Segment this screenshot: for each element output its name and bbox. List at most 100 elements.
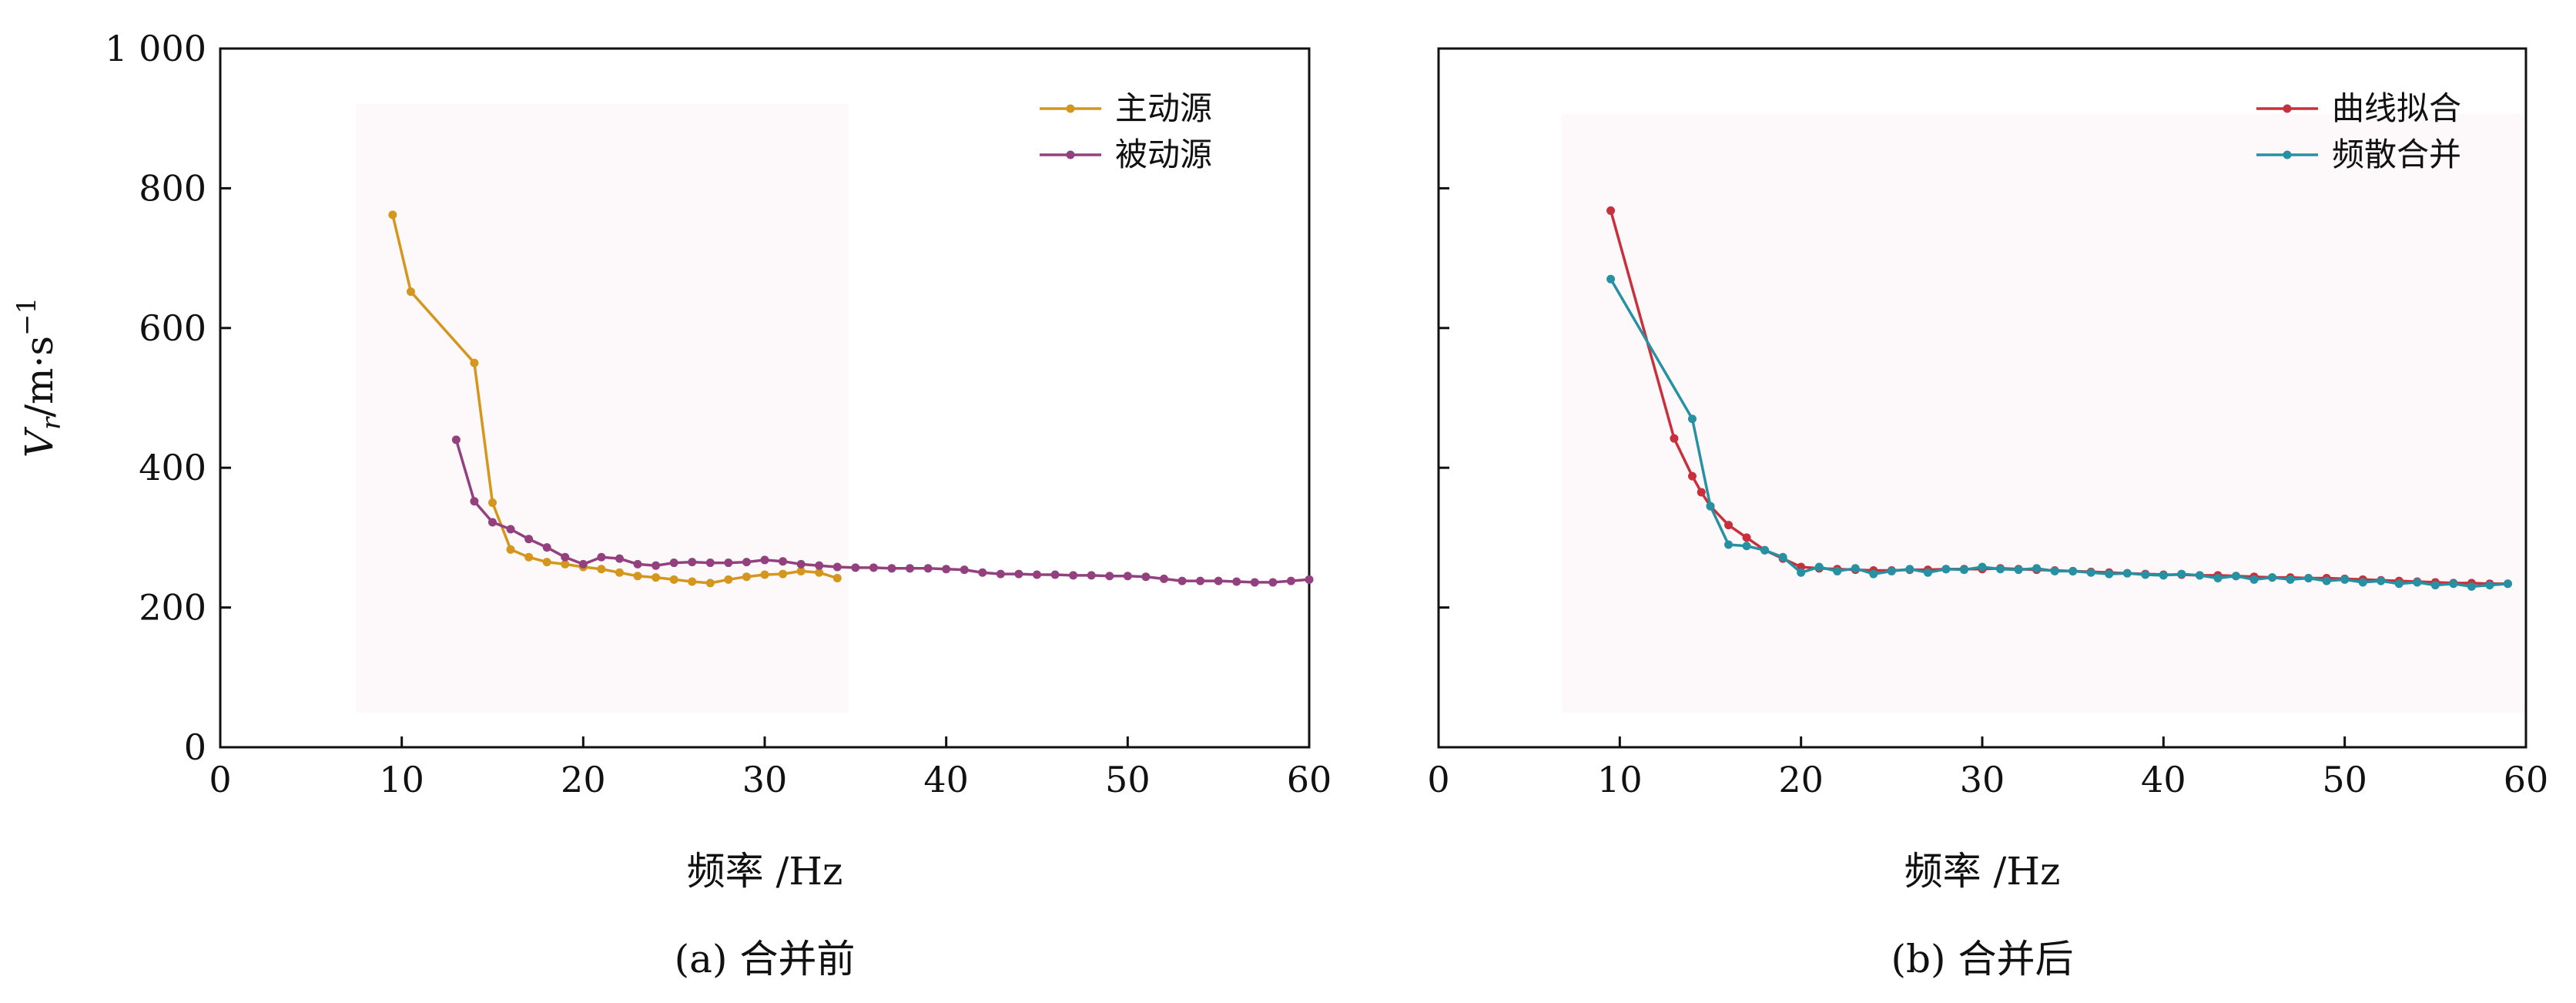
data-point bbox=[1923, 568, 1932, 577]
data-point bbox=[542, 543, 551, 552]
data-point bbox=[688, 577, 697, 586]
x-tick-label: 50 bbox=[2322, 759, 2367, 800]
data-point bbox=[578, 559, 588, 569]
data-point bbox=[1959, 565, 1968, 575]
data-point bbox=[724, 559, 733, 568]
data-point bbox=[1760, 545, 1770, 555]
x-tick-label: 10 bbox=[1597, 759, 1643, 800]
y-axis-title: Vr/m·s−1 bbox=[12, 297, 67, 458]
x-axis-title: 频率 /Hz bbox=[1904, 849, 2061, 894]
data-point bbox=[561, 559, 570, 569]
data-point bbox=[1724, 540, 1734, 549]
panel-caption: (a) 合并前 bbox=[675, 937, 856, 981]
data-point bbox=[1724, 521, 1734, 530]
panel-a-shading bbox=[356, 104, 849, 713]
data-point bbox=[524, 535, 534, 544]
data-point bbox=[2467, 582, 2476, 591]
data-point bbox=[1069, 571, 1078, 580]
data-point bbox=[1687, 471, 1697, 481]
data-point bbox=[832, 562, 842, 572]
data-point bbox=[669, 575, 678, 584]
x-tick-label: 60 bbox=[1287, 759, 1332, 800]
data-point bbox=[2304, 574, 2313, 583]
data-point bbox=[488, 498, 497, 508]
data-point bbox=[1123, 572, 1132, 581]
data-point bbox=[832, 574, 842, 583]
data-point bbox=[2213, 574, 2223, 583]
data-point bbox=[597, 552, 606, 562]
data-point bbox=[470, 497, 479, 506]
legend-label: 频散合并 bbox=[2332, 136, 2461, 173]
data-point bbox=[1978, 562, 1987, 572]
data-point bbox=[1033, 570, 1041, 579]
data-point bbox=[488, 518, 497, 527]
data-point bbox=[2449, 579, 2458, 589]
legend-label: 被动源 bbox=[1115, 136, 1212, 173]
legend-label: 曲线拟合 bbox=[2332, 89, 2461, 127]
x-axis-title: 频率 /Hz bbox=[687, 849, 843, 894]
data-point bbox=[1214, 576, 1223, 585]
x-tick-label: 10 bbox=[379, 759, 424, 800]
data-point bbox=[1050, 570, 1060, 579]
data-point bbox=[615, 568, 624, 577]
data-point bbox=[1851, 564, 1860, 573]
data-point bbox=[869, 563, 878, 572]
data-point bbox=[2377, 576, 2386, 585]
data-point bbox=[1941, 565, 1951, 574]
data-point bbox=[1014, 569, 1023, 579]
data-point bbox=[796, 559, 806, 569]
data-point bbox=[742, 558, 751, 567]
y-tick-label: 0 bbox=[184, 726, 206, 768]
data-point bbox=[705, 559, 715, 568]
data-point bbox=[2286, 575, 2295, 584]
data-point bbox=[1305, 575, 1314, 584]
data-point bbox=[2249, 575, 2259, 584]
data-point bbox=[1196, 576, 1205, 585]
data-point bbox=[542, 558, 551, 567]
data-point bbox=[2014, 565, 2023, 575]
data-point bbox=[1159, 574, 1168, 583]
data-point bbox=[2231, 572, 2240, 581]
data-point bbox=[1087, 571, 1096, 580]
x-tick-label: 20 bbox=[1778, 759, 1824, 800]
data-point bbox=[1268, 578, 1278, 587]
data-point bbox=[633, 572, 642, 581]
data-point bbox=[960, 565, 969, 575]
data-point bbox=[2050, 566, 2059, 575]
data-point bbox=[652, 561, 661, 570]
data-point bbox=[1869, 569, 1878, 579]
data-point bbox=[2394, 579, 2403, 589]
data-point bbox=[887, 564, 896, 573]
legend-marker bbox=[2283, 150, 2292, 159]
data-point bbox=[1687, 414, 1697, 424]
data-point bbox=[1606, 206, 1616, 215]
data-point bbox=[2485, 581, 2494, 590]
y-tick-label: 200 bbox=[139, 587, 206, 629]
legend-marker bbox=[1066, 150, 1075, 159]
data-point bbox=[2032, 564, 2042, 573]
data-point bbox=[1887, 566, 1896, 575]
data-point bbox=[923, 564, 933, 573]
data-point bbox=[388, 210, 397, 220]
data-point bbox=[742, 572, 751, 582]
data-point bbox=[669, 559, 678, 568]
data-point bbox=[1905, 565, 1914, 574]
data-point bbox=[633, 559, 642, 569]
data-point bbox=[942, 565, 951, 574]
x-tick-label: 40 bbox=[2141, 759, 2186, 800]
data-point bbox=[779, 569, 788, 579]
data-point bbox=[1250, 578, 1259, 587]
data-point bbox=[406, 287, 415, 297]
data-point bbox=[561, 552, 570, 562]
data-point bbox=[688, 558, 697, 567]
data-point bbox=[2159, 571, 2168, 580]
panel-b-shading bbox=[1562, 114, 2524, 713]
data-point bbox=[1105, 572, 1114, 581]
data-point bbox=[2195, 571, 2204, 580]
data-point bbox=[2413, 578, 2422, 587]
x-tick-label: 30 bbox=[1960, 759, 2005, 800]
data-point bbox=[724, 575, 733, 584]
